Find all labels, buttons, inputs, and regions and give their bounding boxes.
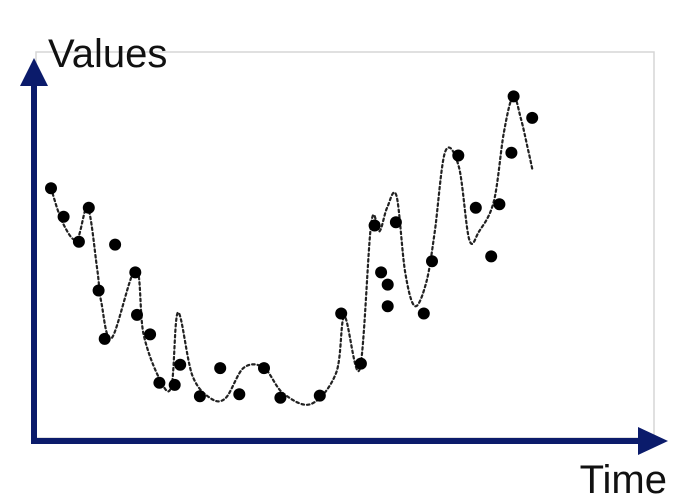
data-point [129,266,142,279]
x-axis-title: Time [580,458,667,500]
data-point [72,235,85,248]
data-point [381,278,394,291]
data-point [493,198,506,211]
data-point [389,216,402,229]
data-point [98,332,111,345]
data-point [57,210,70,223]
y-axis-arrowhead [20,58,48,86]
data-point [335,307,348,320]
plot-area-frame [35,51,655,439]
data-point [426,255,438,268]
data-point [368,219,381,232]
data-point [507,90,520,103]
data-point [417,307,430,320]
data-point [82,201,95,214]
data-point [214,362,227,375]
data-point [452,149,465,162]
data-point [375,266,388,279]
data-point [144,328,157,341]
data-point [92,284,105,297]
data-point [381,300,394,313]
data-point [233,388,246,401]
data-point [354,357,367,370]
data-point [469,201,482,214]
data-point [274,391,287,404]
data-point [193,390,206,403]
data-point [258,362,270,375]
data-point [168,378,181,391]
data-point [485,250,498,263]
data-point [131,308,143,321]
x-axis-arrowhead [638,427,668,455]
data-point [174,358,187,371]
trend-curve-layer [49,95,534,406]
data-point [45,182,57,195]
y-axis-title: Values [48,32,167,76]
data-point [109,238,122,251]
trend-curve [49,95,534,406]
data-points-layer [45,90,539,404]
data-point [526,111,539,124]
data-point [505,146,518,159]
data-point [153,376,166,389]
data-point [313,389,326,402]
